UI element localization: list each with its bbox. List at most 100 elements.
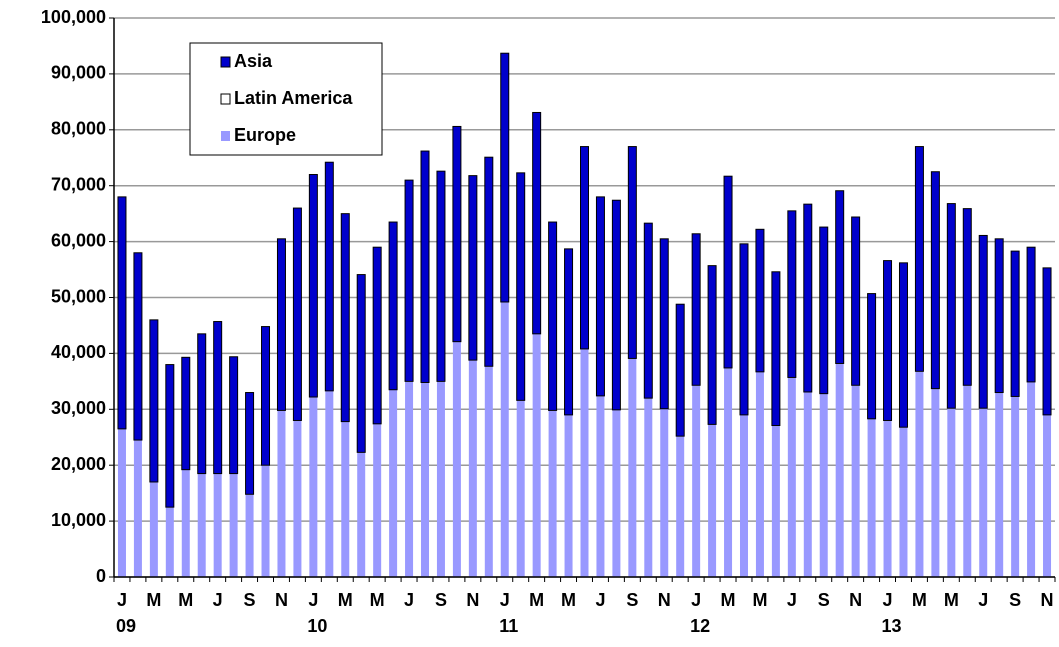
bar-segment xyxy=(308,174,318,398)
bar-segment xyxy=(213,473,222,577)
bar-segment xyxy=(436,381,445,577)
bar-segment xyxy=(484,156,494,367)
bar-segment xyxy=(292,207,302,421)
bar-segment xyxy=(803,203,813,393)
x-tick-label: M xyxy=(529,590,544,610)
bar-segment xyxy=(516,172,526,401)
legend-swatch xyxy=(221,131,230,141)
y-tick-label: 10,000 xyxy=(51,510,106,530)
bar-segment xyxy=(389,389,398,577)
bar-segment xyxy=(963,385,972,577)
x-tick-label: J xyxy=(883,590,893,610)
bar-segment xyxy=(452,125,462,343)
bar-segment xyxy=(643,222,653,399)
bar-segment xyxy=(739,243,749,416)
bar-segment xyxy=(324,161,334,392)
x-tick-label: S xyxy=(818,590,830,610)
bar-segment xyxy=(452,341,461,577)
bar-segment xyxy=(149,481,158,577)
bar-segment xyxy=(867,418,876,577)
x-tick-label: M xyxy=(146,590,161,610)
legend-swatch xyxy=(220,93,231,105)
x-tick-label: S xyxy=(626,590,638,610)
bar-segment xyxy=(660,408,669,577)
x-tick-label: N xyxy=(466,590,479,610)
bar-segment xyxy=(548,410,557,577)
bar-segment xyxy=(277,410,286,577)
legend-label: Europe xyxy=(234,125,296,145)
bar-segment xyxy=(405,381,414,577)
bar-segment xyxy=(165,507,174,577)
x-tick-label: N xyxy=(658,590,671,610)
bar-segment xyxy=(835,190,845,364)
y-tick-label: 90,000 xyxy=(51,63,106,83)
bar-segment xyxy=(133,440,142,577)
bar-segment xyxy=(946,203,956,409)
bar-segment xyxy=(867,293,877,420)
bar-segment xyxy=(883,260,893,421)
bar-segment xyxy=(899,427,908,577)
x-year-label: 09 xyxy=(116,616,136,636)
bar-segment xyxy=(994,238,1004,394)
bar-segment xyxy=(771,425,780,577)
bar-segment xyxy=(930,171,940,390)
bar-segment xyxy=(659,238,669,410)
x-tick-label: M xyxy=(178,590,193,610)
bar-segment xyxy=(580,348,589,577)
bar-segment xyxy=(388,221,398,391)
bar-segment xyxy=(644,398,653,577)
bar-segment xyxy=(420,150,430,383)
bar-segment xyxy=(197,473,206,577)
bar-segment xyxy=(596,395,605,577)
bar-segment xyxy=(819,226,829,395)
bar-segment xyxy=(372,246,382,425)
x-tick-label: M xyxy=(944,590,959,610)
x-tick-label: N xyxy=(1041,590,1054,610)
bar-segment xyxy=(421,382,430,577)
y-tick-label: 40,000 xyxy=(51,342,106,362)
x-tick-label: M xyxy=(721,590,736,610)
bar-segment xyxy=(165,364,175,508)
bar-segment xyxy=(340,213,350,423)
bar-segment xyxy=(803,391,812,577)
bar-segment xyxy=(532,333,541,577)
bar-segment xyxy=(468,360,477,577)
bar-segment xyxy=(691,233,701,386)
x-tick-label: S xyxy=(244,590,256,610)
bar-segment xyxy=(962,208,972,386)
y-tick-label: 70,000 xyxy=(51,174,106,194)
x-tick-label: M xyxy=(370,590,385,610)
y-tick-label: 50,000 xyxy=(51,286,106,306)
bar-segment xyxy=(708,424,717,577)
bar-segment xyxy=(341,421,350,577)
bar-segment xyxy=(356,274,366,453)
bar-segment xyxy=(931,388,940,577)
legend-swatch xyxy=(220,56,231,68)
bar-segment xyxy=(293,420,302,577)
y-tick-label: 60,000 xyxy=(51,230,106,250)
bar-segment xyxy=(995,392,1004,577)
bar-segment xyxy=(149,319,159,483)
bar-segment xyxy=(325,390,334,577)
bar-segment xyxy=(612,409,621,577)
y-tick-label: 0 xyxy=(96,566,106,586)
x-tick-label: N xyxy=(275,590,288,610)
x-tick-label: M xyxy=(912,590,927,610)
bar-segment xyxy=(611,199,621,411)
bar-segment xyxy=(548,221,558,411)
bar-segment xyxy=(1010,250,1020,397)
bar-segment xyxy=(898,262,908,428)
bar-segment xyxy=(1026,246,1036,383)
x-tick-label: M xyxy=(338,590,353,610)
bar-segment xyxy=(276,238,286,411)
bar-segment xyxy=(1011,396,1020,577)
x-year-label: 12 xyxy=(690,616,710,636)
bar-segment xyxy=(835,363,844,577)
bar-segment xyxy=(245,392,255,495)
y-tick-label: 30,000 xyxy=(51,398,106,418)
bar-segment xyxy=(851,216,861,386)
bar-segment xyxy=(373,423,382,577)
bar-segment xyxy=(627,146,637,359)
x-tick-label: M xyxy=(752,590,767,610)
bar-segment xyxy=(723,175,733,369)
